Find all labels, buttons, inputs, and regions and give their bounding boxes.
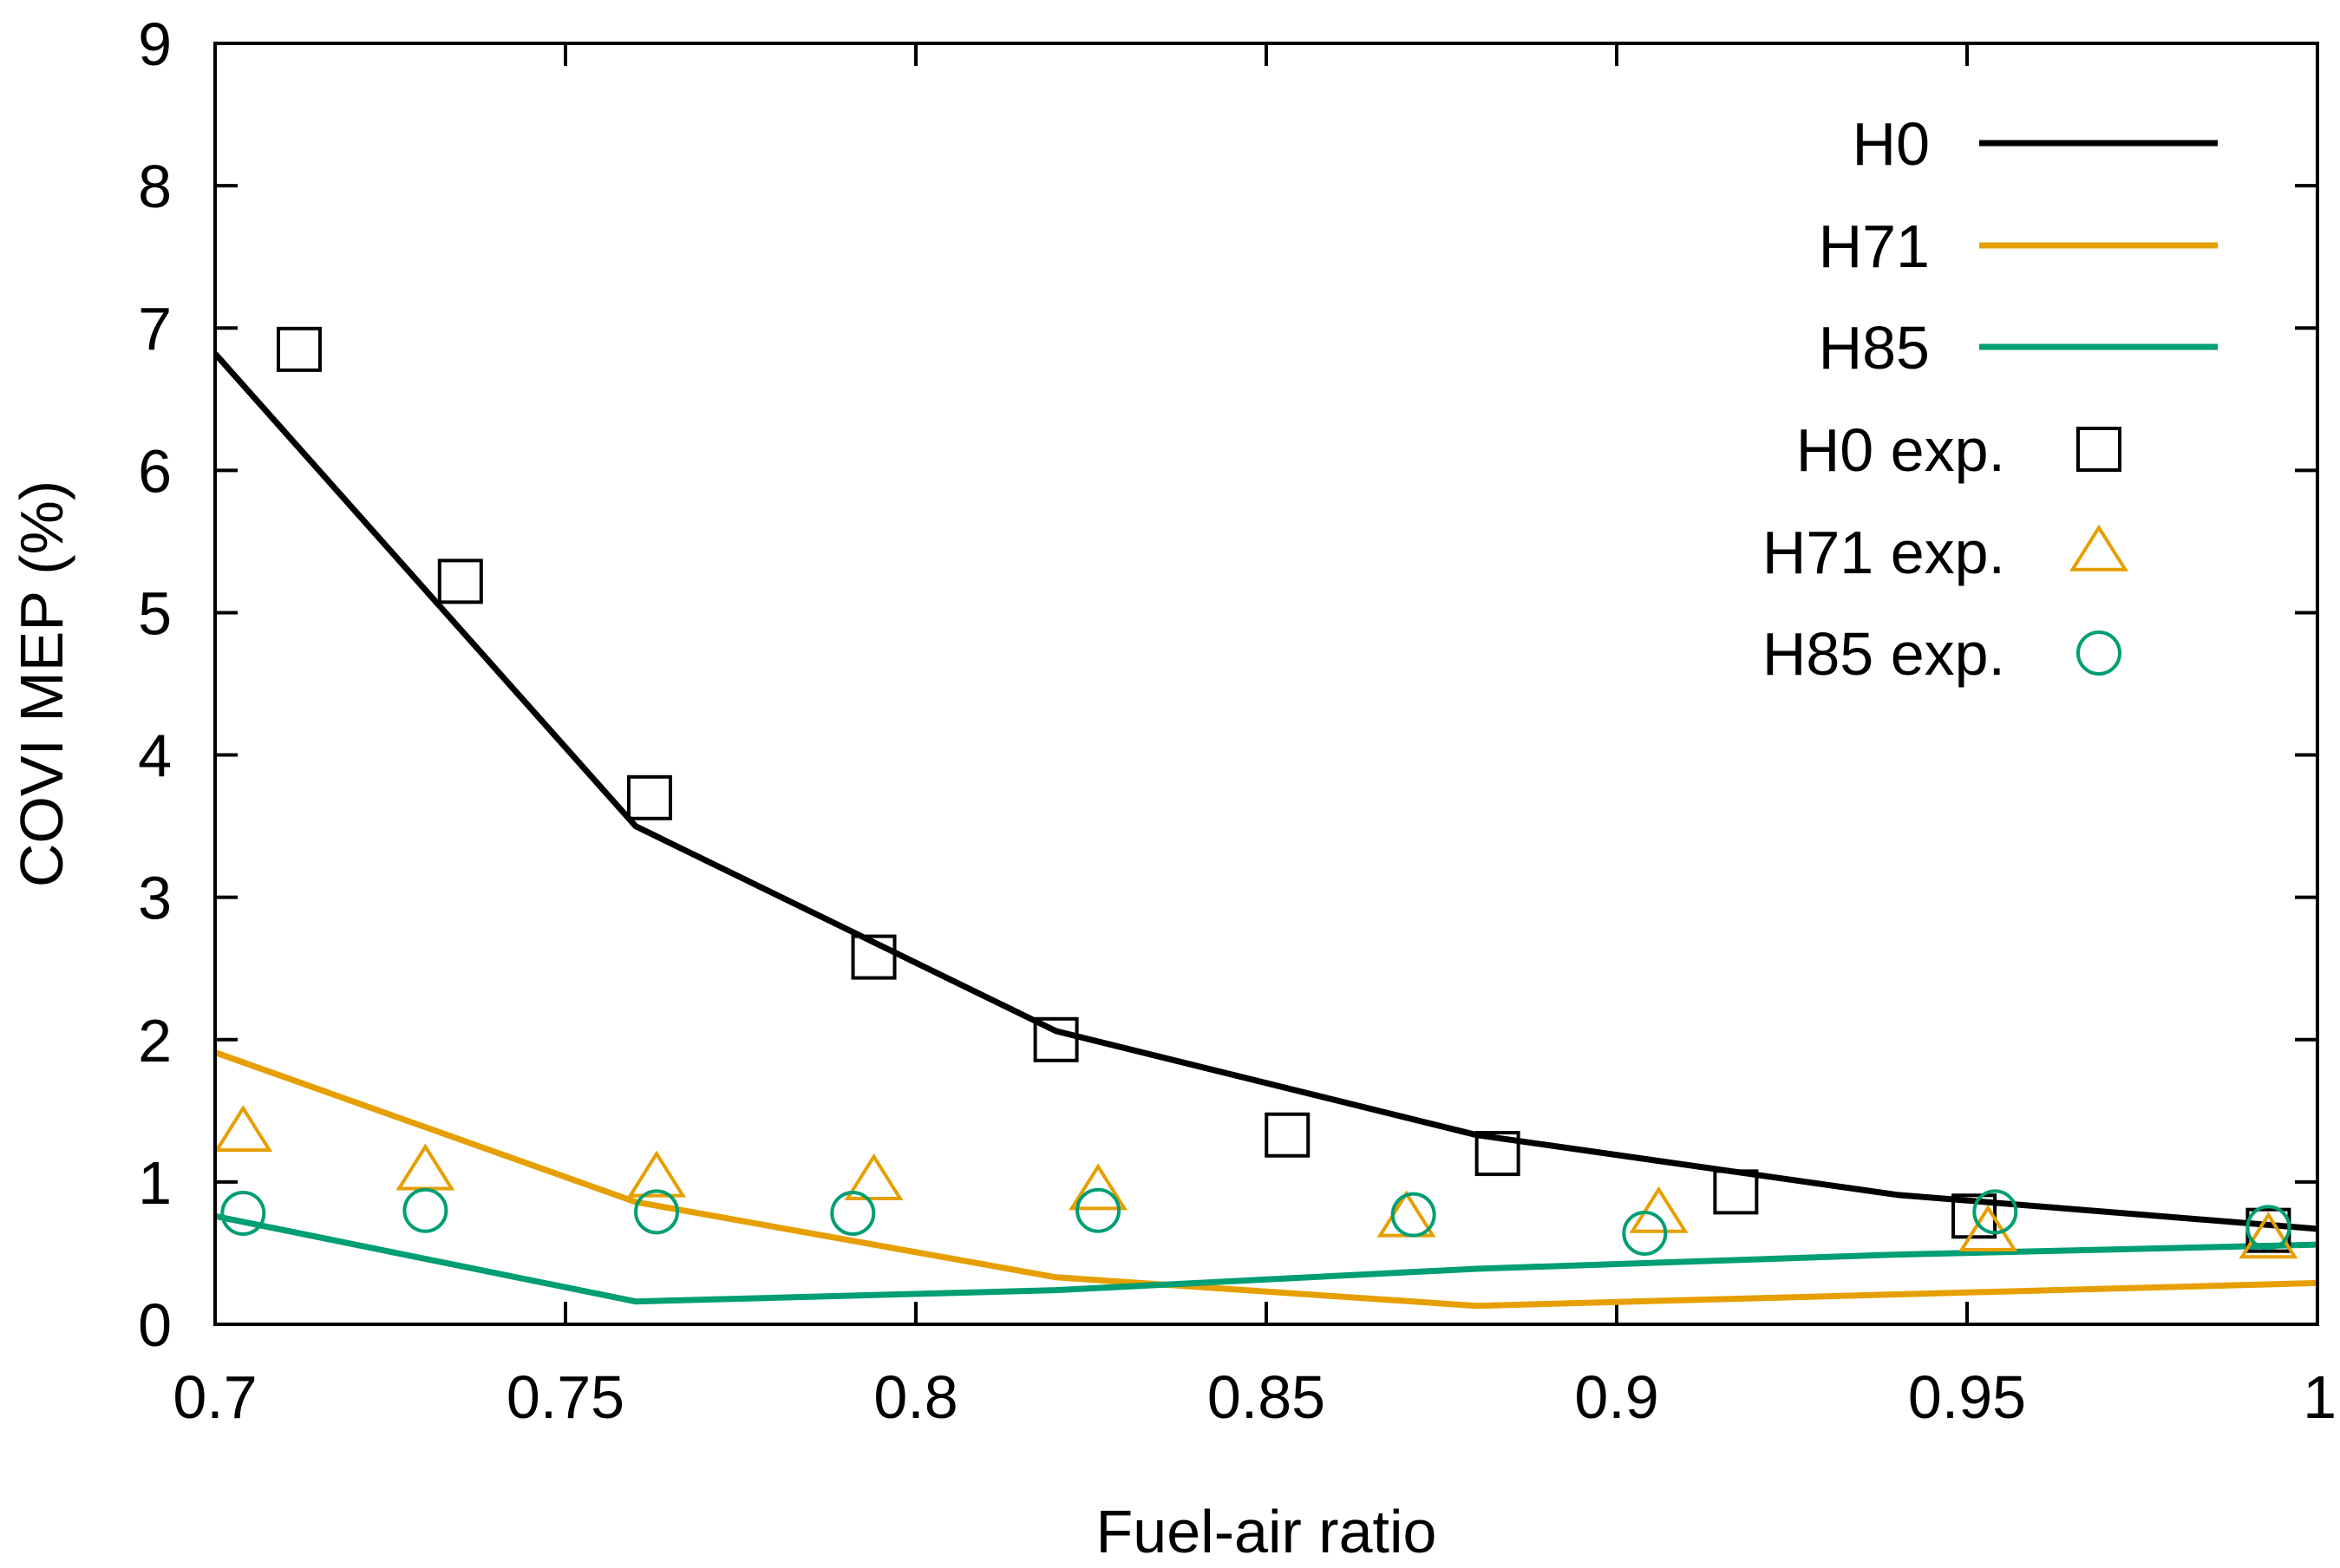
plot-frame	[213, 42, 2319, 1326]
legend-marker-h71-exp	[2069, 524, 2128, 572]
y-tick-label: 0	[138, 1291, 172, 1359]
x-tick-label: 0.95	[1908, 1363, 2026, 1431]
data-point-h0-exp	[1033, 1016, 1079, 1062]
y-tick-label: 2	[138, 1007, 172, 1075]
data-point-h71-exp	[2239, 1212, 2298, 1259]
series-line-h71	[215, 1049, 2317, 1310]
series-line-h0	[215, 351, 2317, 1232]
legend-marker-h0-exp	[2076, 427, 2121, 472]
data-point-h0-exp	[851, 934, 897, 980]
data-point-h85-exp	[1390, 1192, 1436, 1238]
y-tick-label: 9	[138, 10, 172, 78]
x-tick-label: 1	[2303, 1363, 2337, 1431]
y-tick-label: 5	[138, 579, 172, 647]
data-point-h85-exp	[1622, 1210, 1668, 1256]
data-point-h85-exp	[1075, 1187, 1121, 1233]
y-axis-title: COVI MEP (%)	[8, 480, 75, 887]
data-point-h85-exp	[220, 1190, 266, 1236]
y-tick-label: 8	[138, 153, 172, 220]
legend-label-h85: H85	[1819, 314, 1930, 382]
data-point-h0-exp	[1265, 1112, 1311, 1158]
data-point-h85-exp	[1972, 1189, 2018, 1235]
data-point-h85-exp	[634, 1189, 680, 1235]
y-tick-label: 1	[138, 1149, 172, 1217]
x-axis-title: Fuel-air ratio	[1096, 1498, 1437, 1565]
legend-label-h0: H0	[1853, 110, 1930, 178]
data-point-h71-exp	[1629, 1186, 1689, 1233]
data-point-h85-exp	[830, 1190, 876, 1236]
data-point-h71-exp	[1958, 1204, 2018, 1252]
data-point-h85-exp	[2245, 1205, 2291, 1251]
x-tick-label: 0.9	[1574, 1363, 1658, 1431]
data-point-h0-exp	[626, 774, 672, 820]
data-point-h0-exp	[437, 559, 483, 604]
series-lines	[215, 351, 2317, 1310]
x-tick-label: 0.85	[1207, 1363, 1325, 1431]
data-point-h71-exp	[1069, 1163, 1128, 1211]
series-line-h85	[215, 1212, 2317, 1305]
data-point-h71-exp	[844, 1153, 904, 1200]
x-tick-label: 0.7	[173, 1363, 257, 1431]
legend: H0 H71 H85 H0 exp. H71 exp. H85 exp.	[1762, 110, 2218, 688]
tick-labels: 0.7 0.75 0.8 0.85 0.9 0.95 1 0 1 2 3 4 5 6 7 8 9	[138, 10, 2337, 1431]
data-point-h71-exp	[213, 1105, 273, 1153]
series-markers	[213, 326, 2298, 1259]
data-point-h0-exp	[1713, 1169, 1759, 1215]
legend-label-h85-exp: H85 exp.	[1762, 620, 2005, 688]
legend-label-h71-exp: H71 exp.	[1762, 519, 2005, 586]
y-tick-label: 3	[138, 865, 172, 932]
legend-label-h0-exp: H0 exp.	[1796, 416, 2005, 484]
y-tick-label: 4	[138, 722, 172, 790]
data-point-h0-exp	[276, 326, 322, 372]
data-point-h71-exp	[627, 1150, 687, 1198]
data-point-h85-exp	[402, 1187, 448, 1233]
legend-marker-h85-exp	[2076, 630, 2121, 676]
x-tick-label: 0.8	[873, 1363, 958, 1431]
x-tick-label: 0.75	[507, 1363, 624, 1431]
data-point-h0-exp	[1474, 1131, 1520, 1177]
y-tick-label: 6	[138, 437, 172, 505]
y-tick-label: 7	[138, 295, 172, 363]
legend-label-h71: H71	[1819, 212, 1930, 280]
